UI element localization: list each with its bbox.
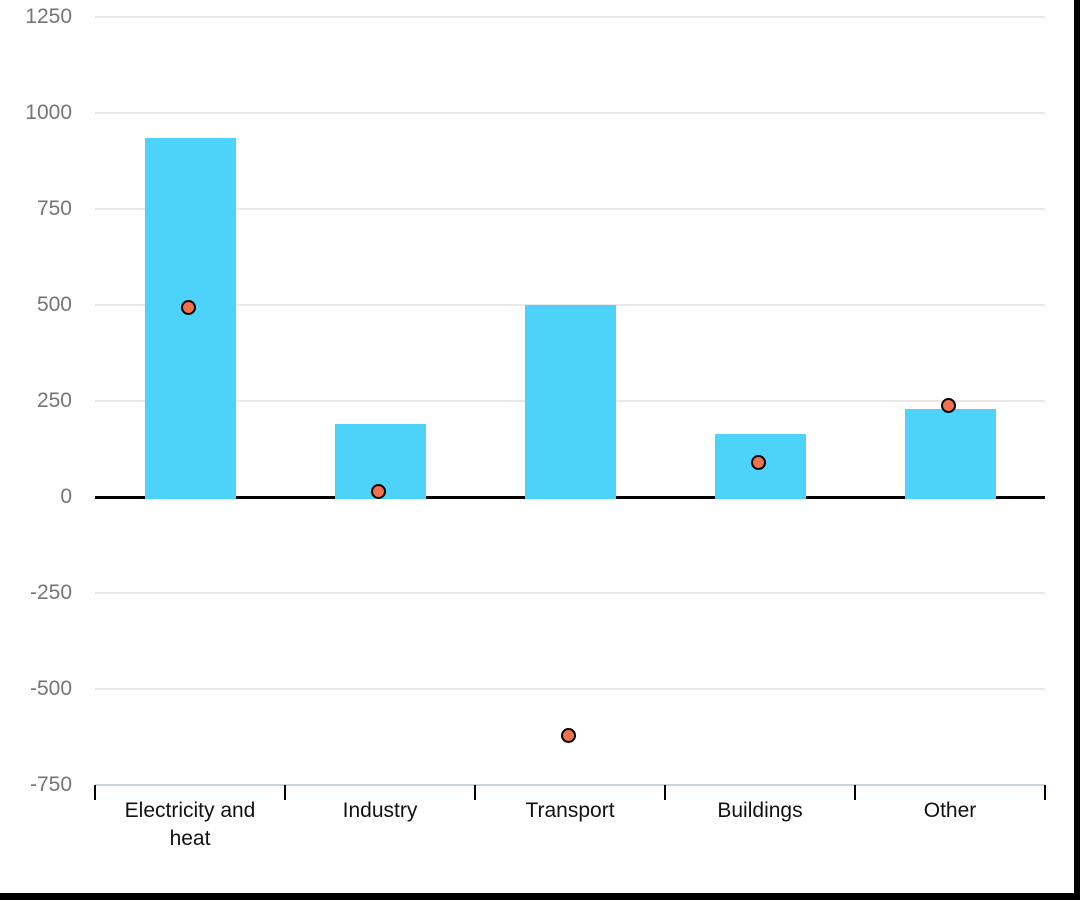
y-axis-tick-label: 750 (36, 197, 72, 221)
x-axis-line (95, 784, 1045, 787)
x-axis-tick (284, 785, 286, 801)
dot-transport[interactable] (560, 727, 576, 743)
gridline (95, 208, 1045, 211)
x-axis-tick (1044, 785, 1046, 801)
gridline (95, 688, 1045, 691)
dot-industry[interactable] (370, 483, 386, 499)
x-axis-tick (94, 785, 96, 801)
bar-other[interactable] (904, 408, 996, 499)
bar-electricity-and-heat[interactable] (144, 138, 236, 499)
x-axis-category-label: Other (923, 799, 977, 822)
y-axis-tick-label: -250 (29, 581, 72, 605)
y-axis-tick-label: 1000 (25, 101, 72, 125)
y-axis-tick-label: 1250 (25, 5, 72, 28)
x-axis-category-label: Electricity and heat (124, 799, 256, 850)
x-axis-tick (474, 785, 476, 801)
gridline (95, 112, 1045, 115)
x-axis-category-label: Transport (525, 799, 615, 822)
gridline (95, 592, 1045, 595)
y-axis-tick-label: 250 (36, 389, 72, 413)
x-axis-tick (854, 785, 856, 801)
dot-other[interactable] (940, 397, 956, 413)
y-axis-tick-label: 500 (36, 293, 72, 317)
y-axis-tick-label: -500 (29, 677, 72, 701)
dot-electricity-and-heat[interactable] (180, 299, 196, 315)
x-axis-tick (664, 785, 666, 801)
x-axis-category-label: Buildings (717, 799, 803, 822)
y-axis-tick-label: 0 (60, 485, 72, 509)
bar-transport[interactable] (524, 305, 616, 499)
dot-buildings[interactable] (750, 455, 766, 471)
y-axis-tick-label: -750 (29, 773, 72, 797)
gridline (95, 16, 1045, 18)
x-axis-category-label: Industry (342, 799, 418, 822)
